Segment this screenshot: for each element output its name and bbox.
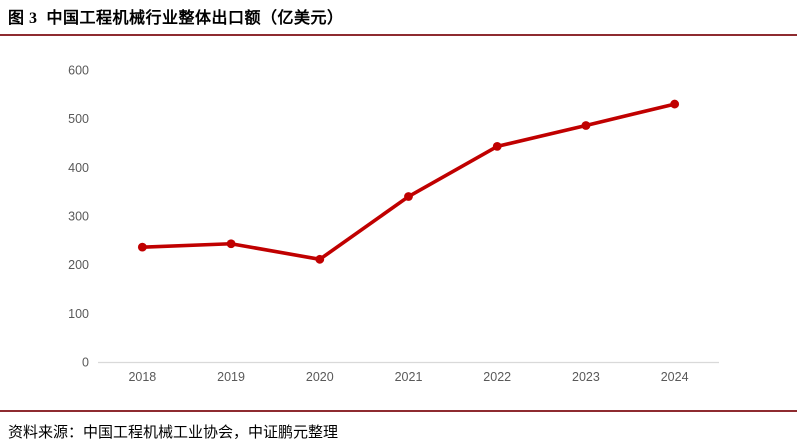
line-chart-canvas: 0 100 200 300 400 500 600 2018 2019 2020 2021 2022 2… [68,64,719,384]
y-tick-label: 0 [82,356,89,370]
figure-title: 图 3 中国工程机械行业整体出口额（亿美元） [8,10,344,27]
x-tick-label: 2023 [572,370,600,384]
bottom-divider [0,410,797,412]
data-point-2022 [492,142,502,151]
top-divider [0,34,797,36]
x-tick-label: 2020 [306,370,334,384]
x-tick-label: 2019 [217,370,245,384]
y-tick-label: 100 [68,307,89,321]
y-tick-label: 200 [68,258,89,272]
x-tick-label: 2022 [483,370,511,384]
data-point-2019 [226,239,236,249]
x-tick-label: 2018 [128,370,156,384]
y-tick-label: 400 [68,161,89,175]
data-point-2023 [581,121,591,130]
y-tick-label: 300 [68,210,89,224]
y-tick-label: 500 [68,112,89,126]
x-tick-label: 2021 [395,370,423,384]
series-line [140,102,677,262]
y-tick-label: 600 [68,64,89,78]
x-tick-label: 2024 [661,370,689,384]
data-point-2020 [315,254,325,264]
line-chart: 0 100 200 300 400 500 600 2018 2019 2020 2021 2022 2… [0,40,797,405]
data-point-2024 [670,99,680,109]
source-note: 资料来源：中国工程机械工业协会，中证鹏元整理 [8,425,339,441]
data-point-2021 [404,192,413,201]
data-point-2018 [137,242,147,252]
